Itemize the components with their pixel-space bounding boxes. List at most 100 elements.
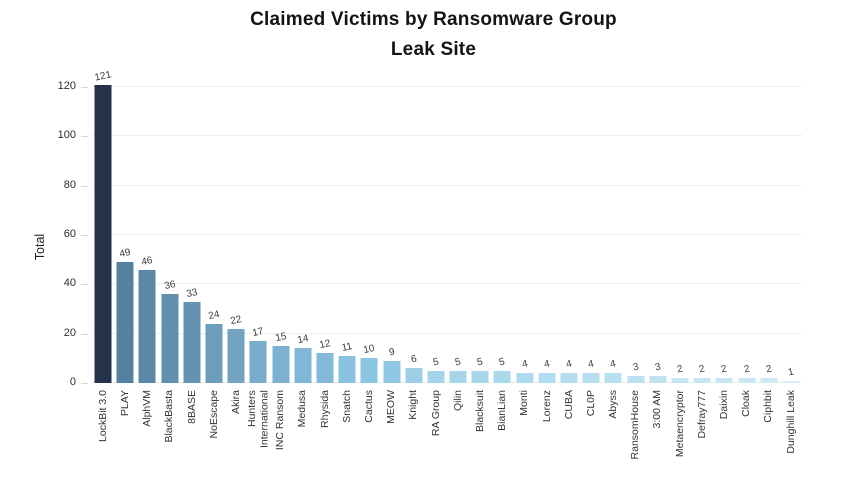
bar [405,368,423,383]
bar-value-label: 121 [93,68,113,84]
gridline [92,382,802,383]
x-tick-cell: Cactus [358,383,380,488]
x-tick-cell: CUBA [558,383,580,488]
bar-value-label: 2 [698,363,707,376]
bar [627,375,645,383]
bar-value-label: 24 [207,308,221,322]
gridline [92,332,802,334]
bar [338,355,356,383]
x-tick-cell: Medusa [292,383,314,488]
bar-column: 14 [292,84,314,383]
bar-value-label: 9 [387,346,396,359]
bar-column: 17 [247,84,269,383]
bar-column: 4 [580,84,602,383]
x-tick-label: Cloak [740,390,753,417]
bar-column: 36 [159,84,181,383]
y-tick-mark [81,383,88,384]
plot-area: 121 49 46 36 33 24 22 17 15 14 12 11 10 9 6 5 5 5 5 4 4 4 4 4 3 3… [92,69,802,383]
x-tick-cell: RansomHouse [625,383,647,488]
x-tick-label: Ciphbit [762,390,775,423]
bar-column: 12 [314,84,336,383]
bar-value-label: 17 [251,326,265,340]
bar [138,269,156,383]
bar [360,358,378,383]
x-tick-cell: Qilin [447,383,469,488]
bar-value-label: 46 [140,254,155,268]
bar-value-label: 4 [565,358,573,371]
x-tick-cell: LockBit 3.0 [92,383,114,488]
x-tick-cell: RA Group [425,383,447,488]
bar-column: 2 [713,84,735,383]
gridline [92,184,802,186]
bar-value-label: 15 [274,330,288,345]
x-tick-cell: INC Ransom [270,383,292,488]
x-tick-label: Knight [407,390,420,420]
x-tick-label: Metaencryptor [673,390,686,458]
bar-column: 2 [669,84,691,383]
x-tick-cell: MEOW [380,383,402,488]
y-tick-label: 80 [63,178,76,191]
bar-column: 46 [136,84,158,383]
bar [249,341,267,383]
x-tick-label: Cactus [363,390,376,423]
bar [782,380,800,383]
bar-value-label: 4 [542,358,551,371]
bar [538,373,556,383]
bar-value-label: 2 [676,363,684,376]
bar [715,378,733,383]
x-tick-label: Dunghill Leak [784,390,797,454]
bar [582,373,600,383]
bar-column: 2 [758,84,780,383]
bar [116,262,134,383]
x-axis: LockBit 3.0 PLAY AlphVM BlackBasta 8BASE NoEs… [92,383,802,488]
bar-column: 5 [425,84,447,383]
bar-column: 5 [447,84,469,383]
bar-column: 5 [469,84,491,383]
x-tick-label: Daixin [718,390,731,420]
x-tick-label: BlackBasta [163,390,176,443]
y-tick-mark [81,136,88,138]
x-tick-label: PLAY [118,390,131,417]
x-tick-cell: 8BASE [181,383,203,488]
y-tick-label: 60 [63,228,76,240]
x-tick-cell: Blacksuit [469,383,491,488]
x-tick-cell: NoEscape [203,383,225,488]
bar-value-label: 36 [163,279,177,293]
bar-column: 2 [691,84,713,383]
bar-column: 10 [358,84,380,383]
x-tick-cell: BlackBasta [159,383,181,488]
chart-title-line1: Claimed Victims by Ransomware Group [250,9,617,30]
x-tick-label: Rhysida [318,390,331,428]
bar [272,346,290,383]
bar-column: 4 [602,84,624,383]
bar-value-label: 2 [720,363,729,376]
bar-column: 2 [735,84,757,383]
x-tick-label: Defray777 [695,390,708,439]
y-tick-mark [81,87,88,88]
y-tick-label: 100 [57,129,76,142]
x-tick-label: 3:00 AM [651,390,664,429]
x-tick-label: Abyss [607,390,620,419]
x-tick-label: CL0P [584,390,597,417]
x-tick-cell: Akira [225,383,247,488]
bar [427,370,445,383]
gridline [92,234,802,235]
x-tick-cell: AlphVM [136,383,158,488]
x-tick-label: Hunters International [245,390,271,448]
bar-column: 4 [514,84,536,383]
bar [649,375,667,383]
x-tick-label: AlphVM [141,390,154,427]
bar [471,370,489,383]
bar-column: 9 [380,84,402,383]
bar-value-label: 5 [498,356,507,369]
bar-column: 24 [203,84,225,383]
x-tick-cell: Ciphbit [758,383,780,488]
gridline [92,86,802,87]
x-tick-cell: Abyss [602,383,624,488]
bar-column: 4 [536,84,558,383]
bar-column: 3 [625,84,647,383]
x-tick-cell: Metaencryptor [669,383,691,488]
bar-value-label: 4 [520,358,529,371]
bar-column: 3 [647,84,669,383]
bar [316,353,334,383]
